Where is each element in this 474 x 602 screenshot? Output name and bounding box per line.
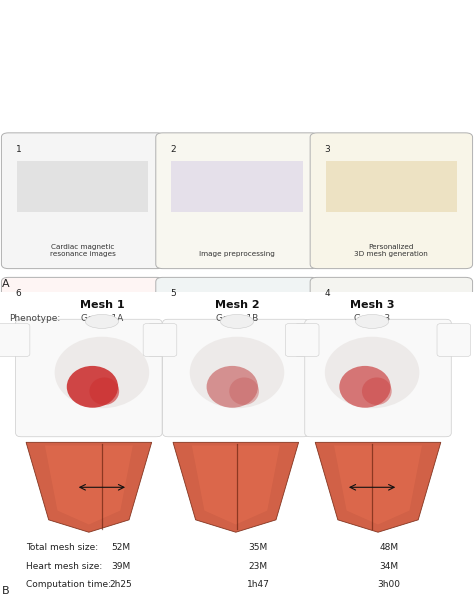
Ellipse shape (67, 366, 118, 408)
Text: Cardiac magnetic
resonance images: Cardiac magnetic resonance images (50, 244, 116, 257)
Text: B: B (2, 586, 10, 596)
Text: 34M: 34M (379, 562, 398, 571)
Text: Total mesh size:: Total mesh size: (26, 543, 98, 552)
FancyBboxPatch shape (285, 324, 319, 356)
Ellipse shape (229, 377, 259, 405)
FancyBboxPatch shape (305, 319, 451, 437)
Text: Computation time:: Computation time: (26, 580, 111, 589)
FancyBboxPatch shape (326, 161, 457, 212)
Text: 39M: 39M (111, 562, 130, 571)
FancyBboxPatch shape (310, 278, 473, 413)
Ellipse shape (362, 377, 392, 405)
FancyBboxPatch shape (16, 319, 162, 437)
Polygon shape (334, 445, 422, 524)
FancyBboxPatch shape (17, 161, 148, 212)
FancyBboxPatch shape (156, 133, 318, 268)
Ellipse shape (190, 337, 284, 408)
FancyBboxPatch shape (156, 278, 318, 413)
Ellipse shape (90, 377, 119, 405)
Text: A: A (2, 279, 10, 289)
FancyBboxPatch shape (172, 161, 302, 212)
Text: 3h00: 3h00 (377, 580, 400, 589)
Ellipse shape (85, 314, 118, 329)
FancyBboxPatch shape (1, 278, 164, 413)
Text: Phenotype:: Phenotype: (9, 314, 61, 323)
Polygon shape (315, 442, 441, 532)
Text: 35M: 35M (249, 543, 268, 552)
Text: Simulated cardiac activity: Simulated cardiac activity (190, 396, 284, 402)
FancyBboxPatch shape (172, 305, 302, 356)
Text: Group 1B: Group 1B (216, 314, 258, 323)
Text: 48M: 48M (379, 543, 398, 552)
Text: Heart mesh size:: Heart mesh size: (26, 562, 102, 571)
Text: 52M: 52M (111, 543, 130, 552)
Text: Image preprocessing: Image preprocessing (199, 251, 275, 257)
Text: 1: 1 (16, 144, 21, 154)
FancyBboxPatch shape (163, 319, 309, 437)
Ellipse shape (325, 337, 419, 408)
FancyBboxPatch shape (148, 324, 182, 356)
Text: Mesh 3: Mesh 3 (350, 300, 394, 309)
Polygon shape (192, 445, 280, 524)
Polygon shape (173, 442, 299, 532)
FancyBboxPatch shape (326, 305, 457, 356)
FancyBboxPatch shape (295, 324, 328, 356)
Text: 3: 3 (324, 144, 330, 154)
FancyBboxPatch shape (17, 305, 148, 356)
Text: Electrophysiologic and activation
model: Electrophysiologic and activation model (332, 388, 451, 402)
FancyBboxPatch shape (437, 324, 471, 356)
Text: 2h25: 2h25 (109, 580, 132, 589)
Text: 23M: 23M (249, 562, 268, 571)
Text: Personalized
3D mesh generation: Personalized 3D mesh generation (355, 244, 428, 257)
Text: 2: 2 (170, 144, 176, 154)
Text: Mesh 1: Mesh 1 (80, 300, 124, 309)
Text: Group 1A: Group 1A (81, 314, 123, 323)
Text: 1h47: 1h47 (247, 580, 270, 589)
Ellipse shape (55, 337, 149, 408)
FancyBboxPatch shape (310, 133, 473, 268)
Ellipse shape (220, 314, 254, 329)
Text: 6: 6 (16, 289, 21, 298)
Text: Group 3: Group 3 (354, 314, 390, 323)
Polygon shape (26, 442, 152, 532)
Ellipse shape (207, 366, 258, 408)
Text: 4: 4 (324, 289, 330, 298)
Ellipse shape (356, 314, 389, 329)
Ellipse shape (339, 366, 391, 408)
FancyBboxPatch shape (0, 324, 30, 356)
Text: Mesh 2: Mesh 2 (215, 300, 259, 309)
FancyBboxPatch shape (1, 133, 164, 268)
Text: 5: 5 (170, 289, 176, 298)
FancyBboxPatch shape (143, 324, 177, 356)
Text: Body surface ECG
simulation: Body surface ECG simulation (50, 388, 115, 402)
Polygon shape (45, 445, 133, 524)
